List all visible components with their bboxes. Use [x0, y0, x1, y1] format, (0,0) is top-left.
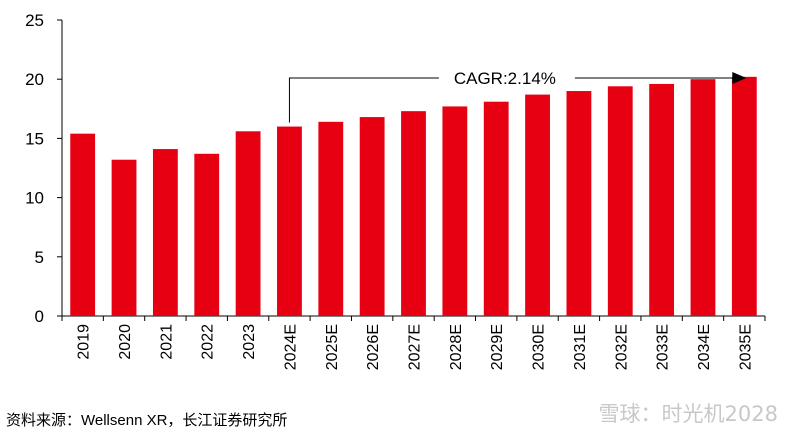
x-tick-label: 2028E [448, 324, 465, 370]
bar [483, 101, 509, 316]
bar [690, 79, 716, 316]
x-tick-label: 2030E [531, 324, 548, 370]
x-tick-label: 2022 [200, 324, 217, 360]
bar [566, 91, 592, 316]
cagr-label: CAGR:2.14% [454, 69, 556, 88]
bar [442, 106, 468, 316]
bar [359, 117, 385, 316]
x-axis-ticks: 2019 2020 2021 2022 2023 2024E 2025E 2026E 2027E… [61, 316, 766, 370]
y-tick-label: 25 [25, 11, 44, 30]
bar [649, 83, 675, 316]
x-tick-label: 2020 [117, 324, 134, 360]
cagr-annotation: CAGR:2.14% [288, 69, 747, 123]
x-tick-label: 2023 [241, 324, 258, 360]
cagr-arrowhead [732, 72, 747, 85]
bar [731, 76, 757, 316]
y-tick-label: 0 [35, 307, 44, 326]
y-tick-label: 5 [35, 248, 44, 267]
x-tick-label: 2027E [407, 324, 424, 370]
x-tick-label: 2031E [572, 324, 589, 370]
y-axis-ticks: 0 5 10 15 20 25 [25, 11, 62, 326]
x-tick-label: 2025E [324, 324, 341, 370]
bar [401, 111, 426, 316]
bar [152, 149, 178, 316]
x-tick-label: 2034E [696, 324, 713, 370]
bar [194, 153, 220, 316]
y-tick-label: 20 [25, 70, 44, 89]
bar [277, 126, 302, 316]
bar [70, 133, 96, 316]
y-tick-label: 15 [25, 129, 44, 148]
bar [318, 121, 344, 316]
x-tick-label: 2019 [76, 324, 93, 360]
x-tick-label: 2021 [158, 324, 175, 360]
x-tick-label: 2029E [489, 324, 506, 370]
source-note: 资料来源：Wellsenn XR，长江证券研究所 [6, 412, 288, 429]
bar [235, 131, 261, 316]
x-tick-label: 2026E [365, 324, 382, 370]
bar [607, 86, 633, 316]
watermark: 雪球：时光机2028 [598, 402, 778, 426]
bar-group [70, 76, 757, 316]
x-tick-label: 2032E [613, 324, 630, 370]
bar [525, 94, 550, 316]
cagr-line-left [288, 77, 439, 123]
x-tick-label: 2033E [655, 324, 672, 370]
bar [111, 159, 137, 316]
x-tick-label: 2035E [737, 324, 754, 370]
x-tick-label: 2024E [282, 324, 299, 370]
y-tick-label: 10 [25, 189, 44, 208]
